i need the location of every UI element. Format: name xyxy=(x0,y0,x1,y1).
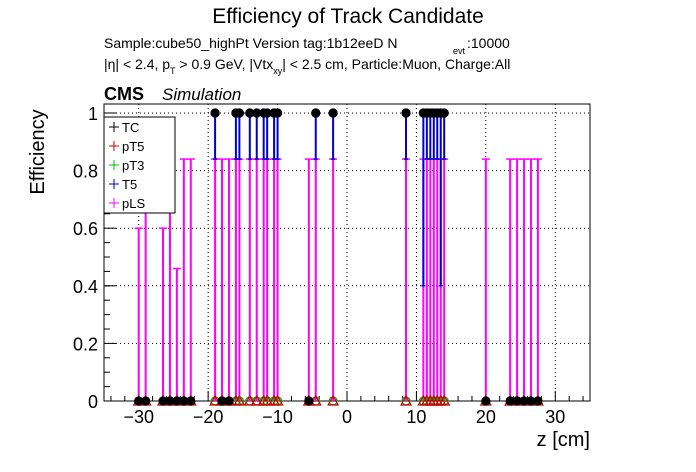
y-tick-label: 0 xyxy=(88,392,98,412)
tc-point xyxy=(224,396,234,406)
tc-point xyxy=(533,396,543,406)
legend-label: TC xyxy=(122,120,139,135)
chart-subtitle-1-tail: :10000 xyxy=(467,35,510,51)
tc-point xyxy=(141,396,151,406)
x-tick-label: −30 xyxy=(123,407,154,427)
y-tick-label: 1 xyxy=(88,104,98,124)
pt5-point xyxy=(327,394,340,406)
axis-ticks: −30 −20 −10 0 10 20 30 0 0.2 0.4 0.6 0.8 1 xyxy=(73,104,584,427)
legend-label: pT3 xyxy=(122,158,144,173)
tc-point xyxy=(234,108,244,118)
x-tick-label: 0 xyxy=(342,407,352,427)
pt5-point xyxy=(243,394,256,406)
pt5-point xyxy=(250,394,263,406)
y-tick-label: 0.6 xyxy=(73,219,98,239)
chart-title: Efficiency of Track Candidate xyxy=(212,5,484,28)
tc-point xyxy=(439,108,449,118)
sub2-sub-b: xy xyxy=(273,66,283,76)
sub2-part-c: | < 2.5 cm, Particle:Muon, Charge:All xyxy=(282,56,510,72)
cms-label: CMS xyxy=(104,84,144,104)
legend: TC pT5 pT3 T5 pLS xyxy=(103,116,176,214)
y-tick-label: 0.8 xyxy=(73,162,98,182)
pt5-point xyxy=(399,394,413,406)
legend-label: pT5 xyxy=(122,139,144,154)
chart-subtitle-1-subscript: evt xyxy=(453,46,466,56)
tc-point xyxy=(481,396,491,406)
legend-label: pLS xyxy=(122,196,145,211)
pt5-point xyxy=(271,394,284,406)
tc-point xyxy=(401,108,411,118)
sub2-sub-a: T xyxy=(170,66,176,76)
legend-label: T5 xyxy=(122,177,137,192)
x-tick-label: −20 xyxy=(193,407,224,427)
chart-subtitle-2: |η| < 2.4, pT > 0.9 GeV, |Vtxxy| < 2.5 c… xyxy=(104,56,510,76)
tc-point xyxy=(272,108,283,118)
legend-items: TC pT5 pT3 T5 pLS xyxy=(109,120,145,211)
sub2-part-b: > 0.9 GeV, |Vtx xyxy=(176,56,274,72)
x-tick-label: −10 xyxy=(262,407,293,427)
tc-point xyxy=(328,108,338,118)
y-tick-label: 0.2 xyxy=(73,334,98,354)
x-tick-label: 20 xyxy=(476,407,496,427)
y-axis-title: Efficiency xyxy=(27,109,49,194)
x-tick-label: 30 xyxy=(545,407,565,427)
y-tick-label: 0.4 xyxy=(73,277,98,297)
x-tick-label: 10 xyxy=(406,407,426,427)
tc-point xyxy=(210,108,220,118)
pt5-point xyxy=(261,394,274,406)
pt5-point xyxy=(233,394,246,406)
simulation-label: Simulation xyxy=(162,85,241,104)
x-axis-title: z [cm] xyxy=(537,429,590,451)
sub2-part-a: |η| < 2.4, p xyxy=(104,56,170,72)
tc-point xyxy=(304,396,314,406)
pt5-point xyxy=(438,394,451,406)
chart-subtitle-1: Sample:cube50_highPt Version tag:1b12eeD… xyxy=(104,35,397,51)
tc-point xyxy=(186,396,196,406)
tc-point xyxy=(311,108,321,118)
